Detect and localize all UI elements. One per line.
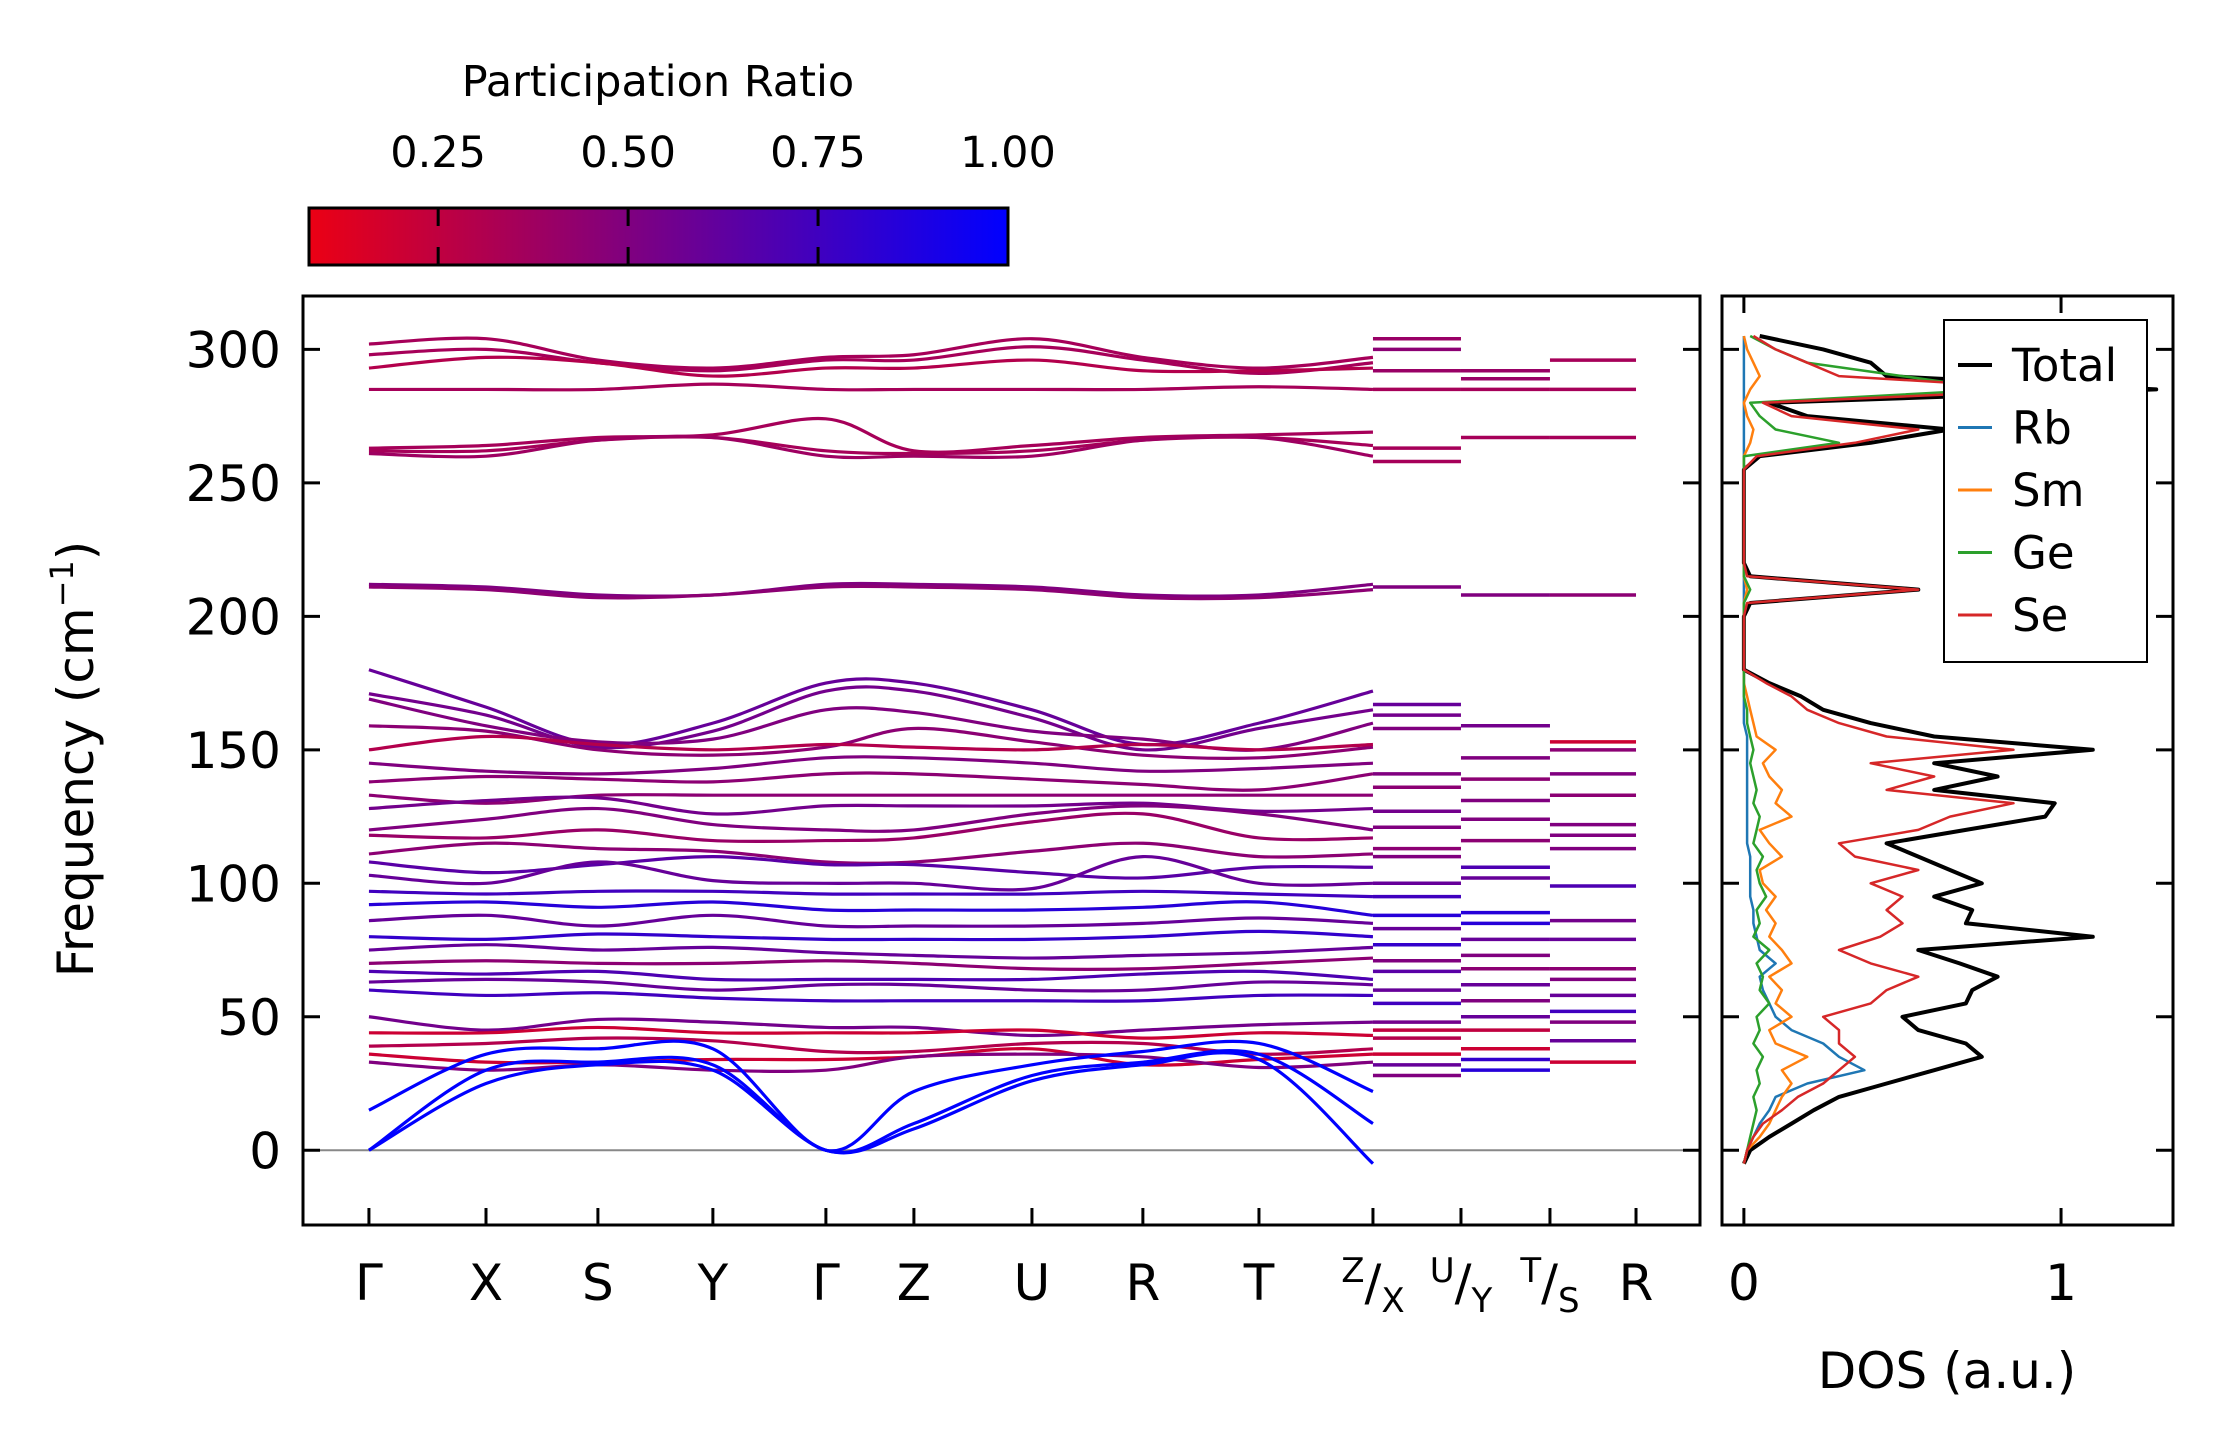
band-plot-frame	[301, 294, 1702, 1227]
phonon-band	[368, 382, 1373, 392]
k-branch-label: U/Y	[1430, 1251, 1493, 1321]
phonon-band	[368, 734, 1374, 752]
phonon-band	[368, 811, 1373, 844]
phonon-band	[368, 804, 1374, 833]
k-tick-label: U	[1014, 1254, 1051, 1312]
dos-x-tick-label: 0	[1728, 1254, 1760, 1312]
phonon-band	[368, 969, 1374, 982]
phonon-band	[368, 336, 1374, 370]
k-branch-lower: Y	[1470, 1281, 1492, 1321]
phonon-band	[368, 889, 1373, 899]
k-branch-upper: Z	[1341, 1251, 1364, 1291]
y-tick-label: 250	[186, 455, 281, 513]
dos-plot-frame	[1720, 294, 2175, 1227]
k-tick-label: T	[1243, 1254, 1275, 1312]
phonon-band	[368, 1036, 1374, 1056]
colorbar-gradient	[307, 206, 1010, 267]
k-tick-label: S	[582, 1254, 614, 1312]
k-branch-slash: /	[1541, 1254, 1558, 1312]
phonon-band	[368, 900, 1374, 917]
colorbar: Participation Ratio 0.25 0.50 0.75 1.00	[307, 57, 1056, 267]
frequency-axis-ticks: 0 50 100 150 200 250 300	[186, 321, 1700, 1180]
k-branch-upper: T	[1519, 1251, 1541, 1291]
legend-label: Ge	[2012, 527, 2075, 580]
phonon-band	[368, 855, 1373, 892]
colorbar-tick-label: 0.50	[580, 128, 676, 178]
phonon-band	[368, 434, 1374, 460]
dos-curve-rb	[1742, 336, 1866, 1164]
k-tick-label: R	[1619, 1254, 1654, 1312]
y-tick-label: 50	[217, 989, 281, 1047]
dos-axis-label: DOS (a.u.)	[1818, 1342, 2077, 1400]
dos-curves	[1741, 334, 2159, 1165]
y-tick-label: 0	[249, 1122, 281, 1180]
k-branch-upper: U	[1430, 1251, 1455, 1291]
frequency-axis-label: Frequency (cm−1)	[43, 541, 105, 978]
k-branch-label: T/S	[1519, 1251, 1579, 1321]
phonon-band	[368, 793, 1373, 805]
legend: Total Rb Sm Ge Se	[1943, 319, 2148, 663]
k-branch-lower: S	[1558, 1281, 1580, 1321]
phonon-band	[368, 1051, 1375, 1165]
legend-label: Total	[2011, 339, 2117, 392]
phonon-band	[368, 685, 1374, 752]
k-tick-label: Γ	[812, 1254, 840, 1312]
y-tick-label: 300	[186, 321, 281, 379]
y-tick-label: 100	[186, 855, 281, 913]
phonon-band	[368, 913, 1374, 929]
phonon-band	[368, 855, 1373, 880]
phonon-band	[368, 1025, 1373, 1040]
phonon-band	[368, 1052, 1374, 1073]
phonon-band	[368, 1049, 1374, 1155]
k-branch-slash: /	[1455, 1254, 1472, 1312]
k-branch-label: Z/X	[1341, 1251, 1404, 1321]
k-tick-label: R	[1126, 1254, 1161, 1312]
phonon-band	[368, 355, 1373, 378]
phonon-band	[368, 1015, 1373, 1038]
legend-label: Sm	[2012, 464, 2084, 517]
k-tick-label: Z	[897, 1254, 931, 1312]
phonon-band	[368, 1039, 1374, 1153]
colorbar-ticks	[436, 208, 820, 265]
phonon-band	[368, 929, 1374, 942]
colorbar-tick-labels: 0.25 0.50 0.75 1.00	[390, 128, 1056, 178]
phonon-band	[368, 755, 1374, 776]
k-tick-label: X	[469, 1254, 503, 1312]
colorbar-tick-label: 0.25	[390, 128, 486, 178]
phonon-band	[368, 988, 1373, 1003]
phonon-band	[368, 771, 1374, 792]
y-tick-label: 150	[186, 722, 281, 780]
dos-curve-se	[1742, 334, 2063, 1164]
k-tick-label: Y	[697, 1254, 729, 1312]
k-branch-lower: X	[1381, 1281, 1404, 1321]
k-tick-label: Γ	[355, 1254, 383, 1312]
phonon-band	[368, 584, 1374, 601]
phonon-band	[368, 581, 1374, 598]
dos-x-tick-label: 1	[2045, 1254, 2077, 1312]
phonon-band	[368, 977, 1373, 993]
phonon-band	[368, 668, 1374, 747]
colorbar-tick-label: 1.00	[960, 128, 1056, 178]
phonon-band	[368, 943, 1374, 960]
legend-label: Rb	[2012, 402, 2072, 455]
k-branch-slash: /	[1365, 1254, 1382, 1312]
legend-label: Se	[2012, 589, 2068, 642]
y-tick-label: 200	[186, 588, 281, 646]
colorbar-tick-label: 0.75	[770, 128, 866, 178]
phonon-bands	[368, 336, 1637, 1165]
colorbar-title: Participation Ratio	[462, 57, 855, 107]
phonon-band	[368, 841, 1373, 865]
phonon-band	[368, 956, 1374, 971]
kpath-axis-ticks: Γ X S Y Γ Z U R T Z/XU/YT/S R	[355, 1208, 1653, 1321]
phonon-band	[368, 345, 1374, 376]
